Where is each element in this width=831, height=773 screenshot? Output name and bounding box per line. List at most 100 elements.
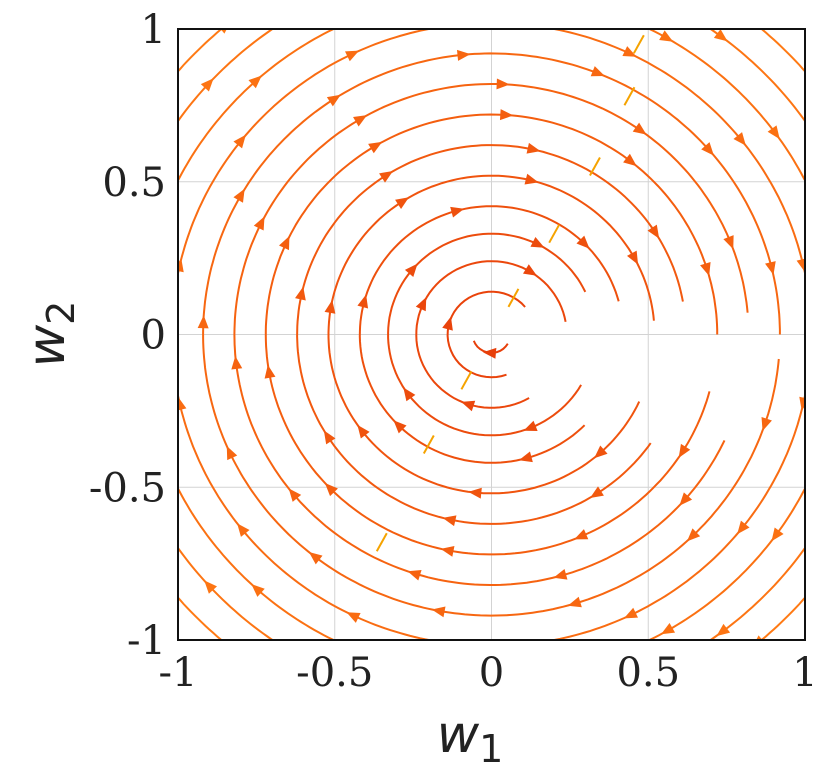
stream-arrow-10-6 [178, 258, 184, 273]
stream-arrow-10-3 [486, 17, 499, 28]
stream-arrow-12-6 [200, 78, 214, 92]
stream-arrow-7-1 [623, 153, 637, 167]
stream-arrow-13-14 [625, 706, 641, 721]
stream-arrow-12-10 [204, 580, 218, 594]
stream-arrow-9-8 [308, 551, 323, 565]
stream-arrow-8-9 [679, 492, 693, 506]
stream-arrow-10-2 [622, 46, 637, 57]
stream-arrow-5-1 [524, 173, 539, 185]
stream-arrow-8-6 [288, 488, 302, 502]
stream-arrow-11-11 [521, 669, 535, 681]
x-tick-label-1: -0.5 [296, 650, 373, 696]
stream-arrow-11-4 [376, 2, 392, 16]
seam-segment-4 [548, 224, 561, 244]
stream-arrow-2-1 [415, 297, 427, 312]
stream-arrow-12-2 [713, 29, 728, 42]
stream-arrow-4-3 [393, 420, 407, 434]
stream-arrow-9-10 [567, 596, 582, 608]
stream-arrow-7-8 [574, 529, 589, 540]
stream-arrow-9-6 [197, 315, 209, 329]
streamline-12 [178, 29, 805, 640]
stream-arrows [77, 0, 824, 721]
x-tick-label-4: 1 [792, 650, 817, 696]
stream-arrow-6-2 [379, 171, 394, 183]
streamline-11 [178, 29, 805, 640]
stream-arrow-9-7 [226, 446, 238, 461]
stream-arrow-13-9 [77, 397, 90, 412]
stream-arrow-10-8 [237, 523, 250, 537]
stream-arrow-6-6 [589, 486, 604, 498]
stream-arrow-9-3 [456, 49, 471, 61]
stream-arrow-12-8 [104, 328, 115, 341]
stream-arrow-7-4 [278, 236, 290, 251]
y-tick-label-0: -1 [127, 618, 166, 664]
y-axis-label-symbol: w [17, 324, 77, 367]
stream-arrow-12-15 [808, 523, 824, 540]
stream-arrow-11-12 [661, 623, 676, 635]
stream-arrow-3-3 [523, 420, 538, 431]
stream-arrow-10-1 [733, 132, 746, 146]
streamline-8 [233, 83, 749, 586]
x-axis-label-symbol: w [437, 705, 480, 765]
stream-arrow-8-2 [496, 78, 510, 90]
stream-arrow-11-10 [375, 653, 391, 667]
stream-arrow-5-4 [357, 424, 370, 439]
stream-arrow-11-13 [771, 527, 784, 542]
stream-arrow-13-7 [125, 124, 141, 141]
stream-arrow-7-5 [264, 364, 276, 379]
stream-arrow-9-1 [701, 142, 714, 156]
x-axis-label: w1 [437, 705, 504, 771]
y-tick-label-1: -0.5 [89, 465, 166, 511]
streamline-13 [178, 29, 805, 640]
stream-arrow-9-2 [590, 66, 605, 77]
x-tick-label-2: 0 [479, 650, 504, 696]
stream-arrow-9-9 [431, 606, 446, 618]
stream-arrow-11-1 [767, 125, 780, 140]
stream-arrow-8-1 [632, 122, 647, 135]
stream-arrow-3-2 [403, 387, 416, 402]
y-tick-label-4: 1 [141, 7, 166, 53]
stream-arrow-10-7 [178, 396, 187, 411]
y-tick-labels: -1 -0.5 0 0.5 1 [89, 7, 166, 664]
streamline-7 [264, 113, 719, 556]
seam-segment-1 [422, 434, 435, 454]
stream-arrow-6-3 [295, 286, 306, 301]
stream-arrow-10-12 [737, 520, 750, 535]
stream-arrow-4-1 [450, 206, 465, 218]
stream-arrow-13-12 [342, 706, 358, 721]
stream-arrow-5-0 [626, 250, 639, 265]
stream-arrow-3-0 [530, 236, 545, 248]
stream-arrow-3-1 [404, 263, 418, 278]
stream-arrow-7-3 [368, 141, 383, 154]
streamline-3 [387, 232, 587, 437]
stream-arrow-10-9 [346, 612, 361, 623]
stream-arrow-4-0 [576, 235, 590, 249]
stream-arrow-10-4 [345, 50, 360, 62]
stream-arrow-7-0 [700, 261, 711, 276]
x-axis-label-subscript: 1 [479, 727, 503, 771]
stream-arrow-4-4 [518, 451, 533, 463]
seam-segment-5 [589, 156, 601, 176]
y-axis-label: w2 [17, 301, 83, 368]
x-tick-label-0: -1 [159, 650, 198, 696]
stream-arrow-7-6 [324, 482, 338, 497]
stream-arrow-10-0 [796, 258, 805, 273]
stream-arrow-10-11 [623, 607, 638, 619]
stream-arrow-8-0 [723, 235, 734, 250]
stream-arrow-7-9 [678, 443, 691, 458]
seam-segment-6 [623, 86, 636, 106]
stream-arrow-5-5 [468, 487, 482, 499]
x-tick-labels: -1 -0.5 0 0.5 1 [159, 650, 818, 696]
stream-arrow-9-0 [765, 261, 776, 276]
stream-arrow-8-4 [253, 216, 265, 231]
stream-arrow-12-5 [313, 0, 330, 8]
stream-arrow-13-8 [78, 257, 91, 272]
stream-arrow-6-0 [647, 224, 660, 239]
stream-arrow-10-13 [799, 396, 805, 411]
seam-segment-7 [632, 34, 645, 54]
stream-arrow-4-2 [357, 294, 369, 309]
stream-arrow-13-10 [125, 527, 141, 544]
seam-segment-3 [507, 288, 520, 308]
stream-arrow-9-11 [686, 528, 701, 542]
